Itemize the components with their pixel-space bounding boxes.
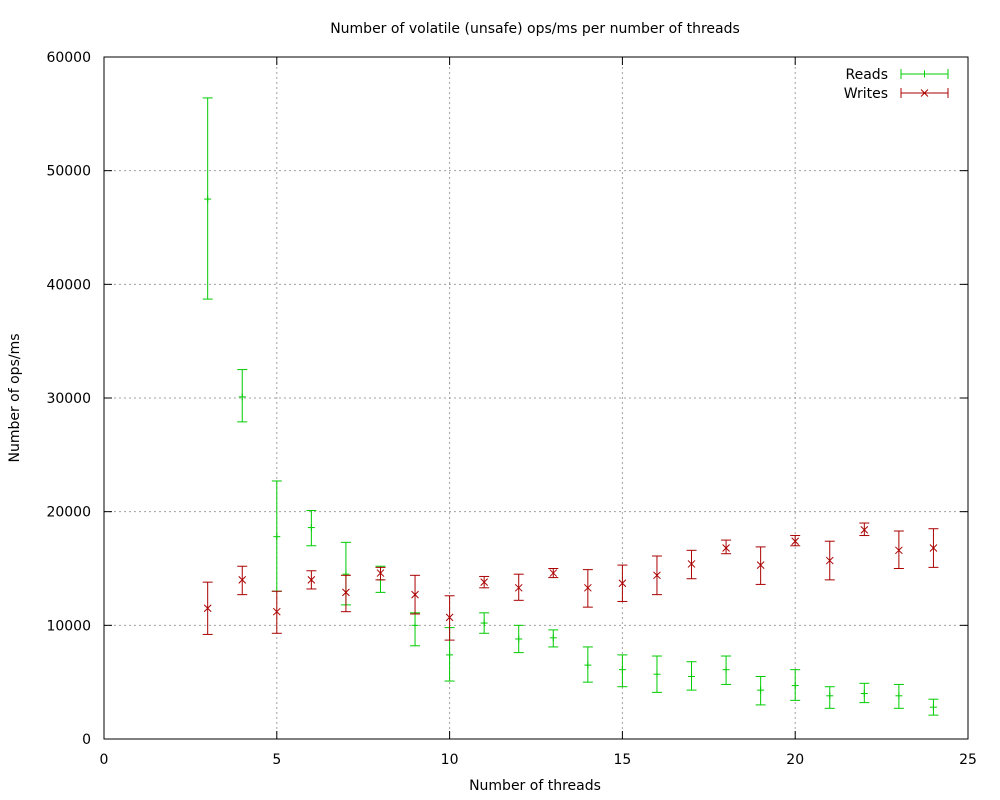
reads-point — [826, 692, 834, 700]
writes-point — [514, 583, 523, 592]
reads-point — [446, 651, 454, 659]
reads-point — [480, 619, 488, 627]
series-writes — [202, 522, 939, 641]
reads-point — [895, 692, 903, 700]
reads-point — [238, 393, 246, 401]
y-tick-label: 60000 — [46, 50, 91, 66]
chart-title: Number of volatile (unsafe) ops/ms per n… — [330, 21, 740, 37]
axis-ticks: 0 5 10 15 20 25 0 10000 20000 30000 40000 50000 6000… — [46, 50, 976, 768]
writes-point — [272, 607, 281, 616]
legend-label-writes: Writes — [844, 86, 888, 102]
writes-point — [203, 604, 212, 613]
legend: Reads Writes — [844, 67, 949, 102]
reads-point — [584, 661, 592, 669]
reads-point — [722, 666, 730, 674]
writes-point — [791, 537, 800, 546]
legend-label-reads: Reads — [846, 67, 888, 83]
x-axis-label: Number of threads — [469, 778, 601, 794]
y-tick-label: 40000 — [46, 277, 91, 293]
writes-point — [549, 569, 558, 577]
reads-point — [688, 672, 696, 680]
x-tick-label: 20 — [786, 752, 804, 768]
reads-point — [653, 670, 661, 678]
writes-point — [825, 556, 834, 565]
reads-error-bar — [410, 612, 421, 647]
y-tick-label: 20000 — [46, 505, 91, 521]
x-tick-label: 10 — [441, 752, 459, 768]
reads-point — [204, 195, 212, 203]
legend-marker-reads — [921, 70, 928, 78]
reads-point — [549, 634, 557, 642]
reads-point — [791, 682, 799, 690]
reads-point — [618, 666, 626, 674]
writes-error-bar — [721, 539, 732, 555]
reads-point — [757, 686, 765, 694]
writes-point — [618, 579, 627, 588]
writes-point — [307, 576, 316, 584]
x-tick-label: 25 — [959, 752, 977, 768]
grid-lines — [104, 57, 968, 739]
y-tick-label: 10000 — [46, 618, 91, 634]
y-tick-label: 0 — [82, 732, 91, 748]
series-layer — [202, 97, 939, 716]
reads-point — [515, 635, 523, 643]
legend-samples — [900, 69, 949, 98]
writes-error-bar — [340, 574, 351, 613]
x-tick-label: 0 — [100, 752, 109, 768]
writes-point — [687, 560, 696, 568]
writes-point — [653, 571, 661, 580]
x-tick-label: 5 — [272, 752, 281, 768]
writes-point — [722, 544, 730, 552]
writes-point — [342, 588, 350, 597]
writes-point — [895, 546, 903, 555]
series-reads — [202, 97, 939, 716]
y-tick-label: 50000 — [46, 164, 91, 180]
writes-point — [445, 613, 454, 622]
writes-point — [376, 569, 385, 577]
reads-point — [929, 703, 937, 711]
writes-point — [411, 590, 419, 599]
reads-point — [411, 621, 419, 629]
writes-point — [860, 525, 869, 534]
writes-point — [238, 576, 247, 584]
reads-point — [273, 533, 281, 541]
reads-point — [860, 690, 868, 698]
writes-point — [756, 561, 765, 569]
writes-point — [480, 578, 489, 586]
y-tick-label: 30000 — [46, 391, 91, 407]
y-axis-label: Number of ops/ms — [7, 333, 23, 462]
reads-point — [307, 524, 315, 532]
x-tick-label: 15 — [613, 752, 631, 768]
writes-point — [929, 544, 938, 552]
writes-point — [583, 583, 592, 592]
legend-marker-writes — [920, 89, 929, 97]
